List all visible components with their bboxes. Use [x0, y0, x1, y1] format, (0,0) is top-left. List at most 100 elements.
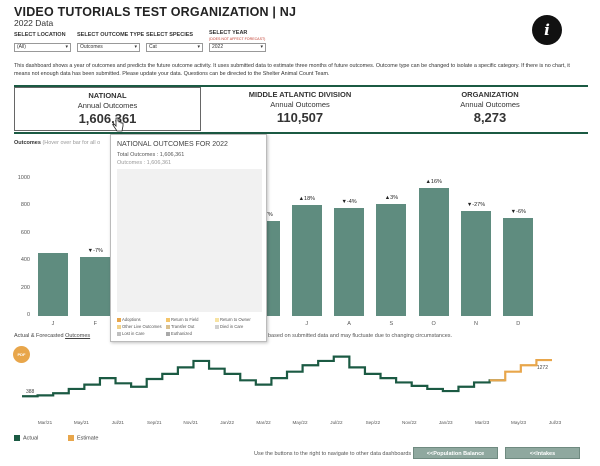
forecast-line-chart: 388 1272 Mar/21 May/21 Jul/21 Sep/21 Nov/21 Jan… [22, 355, 562, 425]
species-select-value: Cat [149, 44, 157, 50]
y-tick-label: 400 [20, 257, 30, 264]
y-tick-label: 0 [26, 312, 30, 318]
x-tick-label: S [389, 321, 394, 327]
tooltip-legend-item: Lost in Care [117, 331, 145, 336]
line-x-tick-label: Mar/21 [38, 420, 53, 425]
forecast-label: Actual & Forecasted Outcomes [14, 333, 90, 339]
outcome-bar[interactable] [334, 207, 365, 316]
outcome-bar[interactable] [418, 187, 449, 316]
location-select-value: (All) [17, 44, 26, 50]
bar-data-label: ▼-27% [466, 202, 486, 209]
chevron-down-icon: ▾ [260, 44, 263, 50]
actual-series-line [22, 355, 506, 398]
tooltip-legend-item: Return to Field [166, 317, 198, 322]
dashboard-description: This dashboard shows a year of outcomes … [14, 63, 570, 77]
line-x-tick-label: Mar/23 [475, 420, 490, 425]
outcome-bar[interactable] [376, 204, 407, 316]
outcome-bar[interactable] [461, 211, 491, 316]
chevron-down-icon: ▾ [134, 44, 137, 50]
x-tick-label: A [347, 321, 351, 327]
legend-estimate-label: Estimate [77, 435, 99, 442]
outcome-type-select[interactable]: Outcomes ▾ [77, 43, 140, 52]
forecast-label-link[interactable]: Outcomes [65, 333, 91, 339]
outcome-bar[interactable] [503, 218, 534, 316]
legend-actual-swatch [14, 435, 20, 441]
location-select[interactable]: (All) ▾ [14, 43, 71, 52]
tooltip-legend-item: Return to Owner [215, 317, 251, 322]
kpi-division[interactable]: MIDDLE ATLANTIC DIVISION Annual Outcomes… [210, 87, 390, 131]
kpi-bottom-divider [14, 132, 588, 134]
tooltip-legend-item: Euthanized [166, 331, 192, 336]
hand-cursor-icon [112, 117, 124, 132]
chevron-down-icon: ▾ [65, 44, 68, 50]
y-tick-label: 1000 [17, 174, 30, 181]
outcome-bar[interactable] [80, 257, 111, 316]
tooltip-outcomes: Outcomes : 1,606,361 [117, 160, 172, 166]
legend-label: Adoptions [122, 317, 141, 322]
kpi-national-value: 1,606,361 [78, 111, 137, 126]
outcomes-chart-label: Outcomes (Hover over bar for all o [14, 140, 100, 146]
outcomes-chart-title: Outcomes [14, 140, 41, 146]
species-select[interactable]: Cat ▾ [146, 43, 203, 52]
footer-text: Use the buttons to the right to navigate… [254, 451, 412, 457]
x-tick-label: F [93, 321, 97, 327]
line-x-tick-label: May/22 [292, 420, 308, 425]
kpi-division-value: 110,507 [276, 110, 324, 125]
kpi-division-subtitle: Annual Outcomes [270, 100, 330, 109]
tooltip-legend-item: Transfer Out [166, 324, 194, 329]
bar-data-label: ▼-4% [341, 198, 357, 205]
x-tick-label: O [431, 321, 436, 327]
page-subtitle: 2022 Data [14, 18, 54, 28]
outcome-bar[interactable] [291, 204, 322, 316]
tooltip-legend-item: Other Live Outcomes [117, 324, 162, 329]
x-tick-label: J [51, 321, 55, 327]
tooltip-total: Total Outcomes : 1,606,361 [117, 152, 185, 158]
line-x-tick-label: Sep/22 [366, 420, 381, 425]
x-tick-label: N [474, 321, 478, 327]
top-divider [14, 85, 588, 87]
legend-swatch [117, 317, 121, 322]
line-x-tick-label: Mar/22 [256, 420, 271, 425]
x-tick-label: J [305, 321, 309, 327]
tooltip-title: NATIONAL OUTCOMES FOR 2022 [117, 141, 228, 148]
kpi-organization-value: 8,273 [473, 110, 507, 125]
year-select[interactable]: 2022 ▾ [209, 43, 266, 52]
legend-label: Return to Owner [220, 317, 251, 322]
legend-swatch [166, 324, 170, 329]
y-tick-label: 600 [20, 229, 30, 236]
line-x-tick-label: Jan/23 [439, 420, 453, 425]
outcomes-chart-hint: (Hover over bar for all o [42, 140, 101, 146]
outcomes-bar-chart: 10008006004002000J▼-7%FMAM▲27%J▲18%J▼-4%… [0, 148, 600, 328]
kpi-organization[interactable]: ORGANIZATION Annual Outcomes 8,273 [400, 87, 580, 131]
intakes-button[interactable]: <<Intakes [505, 447, 580, 459]
legend-swatch [117, 331, 121, 336]
info-icon[interactable]: i [532, 15, 562, 45]
line-x-tick-label: Jul/21 [112, 420, 125, 425]
tooltip-legend-item: Died in Care [215, 324, 243, 329]
bar-data-label: ▲16% [425, 178, 442, 185]
kpi-national[interactable]: NATIONAL Annual Outcomes 1,606,361 [14, 87, 201, 131]
line-x-tick-label: May/21 [74, 420, 90, 425]
end-value-label: 1272 [537, 365, 548, 371]
kpi-organization-title: ORGANIZATION [461, 90, 519, 99]
line-x-tick-label: Nov/22 [402, 420, 417, 425]
tooltip-chart-area [117, 169, 262, 312]
legend-estimate: Estimate [68, 435, 98, 441]
filter-species-label: SELECT SPECIES [146, 32, 194, 38]
filter-outcome-type-label: SELECT OUTCOME TYPE [77, 32, 145, 38]
outcome-bar[interactable] [38, 252, 68, 316]
legend-label: Died in Care [220, 324, 244, 329]
filter-location-label: SELECT LOCATION [14, 32, 66, 38]
bar-data-label: ▼-7% [87, 248, 103, 255]
legend-swatch [215, 324, 219, 329]
line-x-tick-label: May/23 [511, 420, 527, 425]
y-tick-label: 800 [20, 202, 30, 209]
pdf-icon[interactable]: PDF [13, 346, 30, 363]
legend-swatch [166, 317, 170, 322]
population-balance-button[interactable]: <<Population Balance [413, 447, 498, 459]
start-value-label: 388 [26, 389, 35, 395]
kpi-national-title: NATIONAL [88, 91, 127, 100]
bar-data-label: ▼-6% [510, 209, 526, 216]
line-x-tick-label: Jul/22 [330, 420, 343, 425]
